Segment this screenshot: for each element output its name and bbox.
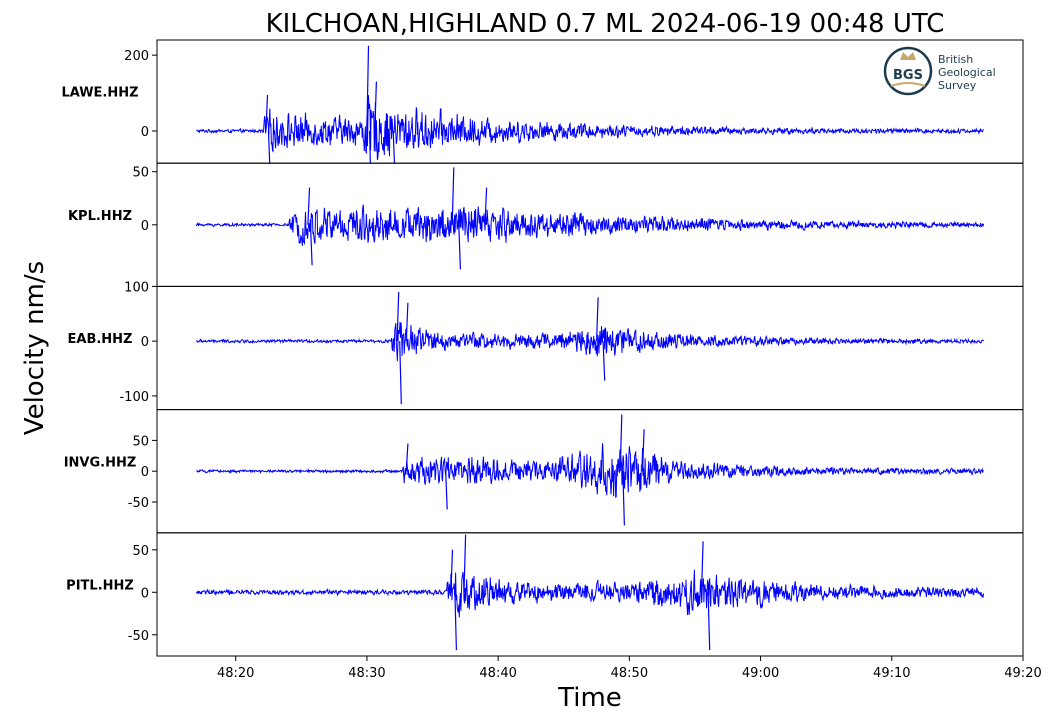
waveform-peak bbox=[392, 130, 396, 164]
waveform-pitl-hhz bbox=[195, 569, 985, 618]
bgs-logo-line-3: Survey bbox=[938, 79, 977, 92]
y-tick-label: 0 bbox=[141, 465, 149, 480]
y-tick-label: 0 bbox=[141, 586, 149, 601]
waveform-peak bbox=[450, 549, 454, 593]
chart-title: KILCHOAN,HIGHLAND 0.7 ML 2024-06-19 00:4… bbox=[266, 9, 945, 39]
x-tick-label: 48:40 bbox=[479, 666, 516, 681]
x-tick-label: 49:20 bbox=[1004, 666, 1041, 681]
waveform-peak bbox=[458, 224, 461, 270]
station-label: LAWE.HHZ bbox=[61, 86, 138, 101]
y-axis-label: Velocity nm/s bbox=[20, 261, 50, 435]
y-tick-label: 200 bbox=[124, 49, 149, 64]
waveform-peak bbox=[366, 45, 370, 132]
waveform-peak bbox=[369, 130, 371, 164]
bgs-logo-crown-icon bbox=[900, 52, 916, 60]
bgs-logo-mark: BGS bbox=[893, 68, 923, 83]
panel-frame bbox=[156, 532, 1024, 657]
waveform-peak bbox=[396, 291, 400, 342]
waveform-peak bbox=[602, 341, 606, 381]
x-axis: 48:20 48:30 48:40 48:50 49:00 49:10 49:20 bbox=[217, 656, 1042, 681]
waveform-peak bbox=[445, 471, 448, 510]
waveform-invg-hhz bbox=[196, 443, 984, 499]
panel-kpl-hhz: 0 50 KPL.HHZ bbox=[68, 162, 1024, 287]
station-label: KPL.HHZ bbox=[68, 209, 132, 224]
y-tick-label: 0 bbox=[141, 125, 149, 140]
waveform-peak bbox=[374, 81, 377, 132]
panels-group: 0 200 LAWE.HHZ 0 50 KPL.HHZ -100 0 100 EAB.HHZ -50… bbox=[61, 39, 1024, 657]
waveform-peak bbox=[399, 341, 402, 405]
waveform-peak bbox=[451, 167, 455, 225]
y-tick-label: 50 bbox=[132, 166, 149, 181]
station-label: EAB.HHZ bbox=[68, 332, 133, 347]
x-tick-label: 49:00 bbox=[742, 666, 779, 681]
bgs-logo-line-2: Geological bbox=[938, 66, 996, 79]
x-tick-label: 48:30 bbox=[348, 666, 385, 681]
y-tick-label: 100 bbox=[124, 280, 149, 295]
y-tick-label: -50 bbox=[128, 496, 149, 511]
station-label: PITL.HHZ bbox=[66, 578, 134, 593]
y-tick-label: 50 bbox=[132, 544, 149, 559]
waveform-peak bbox=[307, 187, 311, 225]
panel-lawe-hhz: 0 200 LAWE.HHZ bbox=[61, 39, 1024, 164]
panel-pitl-hhz: -50 0 50 PITL.HHZ bbox=[66, 532, 1024, 657]
waveform-lawe-hhz bbox=[196, 95, 984, 161]
x-tick-label: 48:50 bbox=[611, 666, 648, 681]
waveform-peak bbox=[405, 443, 409, 472]
waveform-peak bbox=[700, 541, 704, 593]
waveform-peak bbox=[484, 187, 488, 225]
bgs-logo-wave-icon bbox=[890, 82, 926, 87]
waveform-peak bbox=[309, 224, 313, 266]
bgs-logo: BGS British Geological Survey bbox=[883, 46, 996, 96]
y-tick-label: -50 bbox=[128, 629, 149, 644]
panel-invg-hhz: -50 0 50 INVG.HHZ bbox=[64, 409, 1024, 534]
waveform-peak bbox=[405, 302, 409, 342]
x-tick-label: 49:10 bbox=[873, 666, 910, 681]
y-tick-label: 50 bbox=[132, 434, 149, 449]
waveform-peak bbox=[707, 592, 711, 651]
y-tick-label: -100 bbox=[119, 390, 149, 405]
waveform-peak bbox=[463, 534, 467, 593]
y-tick-label: 0 bbox=[141, 219, 149, 234]
bgs-logo-ring bbox=[883, 46, 933, 96]
bgs-logo-line-1: British bbox=[938, 53, 973, 66]
waveform-eab-hhz bbox=[196, 321, 984, 362]
x-axis-label: Time bbox=[557, 683, 622, 713]
waveform-peak bbox=[596, 297, 599, 342]
waveform-peak bbox=[619, 414, 623, 472]
station-label: INVG.HHZ bbox=[64, 455, 137, 470]
waveform-peak bbox=[454, 592, 457, 651]
panel-eab-hhz: -100 0 100 EAB.HHZ bbox=[68, 280, 1024, 411]
waveform-peak bbox=[622, 471, 625, 526]
waveform-peak bbox=[267, 130, 271, 164]
waveform-peak bbox=[265, 94, 269, 132]
x-tick-label: 48:20 bbox=[217, 666, 254, 681]
waveform-peak bbox=[641, 429, 645, 472]
y-tick-label: 0 bbox=[141, 335, 149, 350]
waveform-kpl-hhz bbox=[195, 204, 985, 246]
